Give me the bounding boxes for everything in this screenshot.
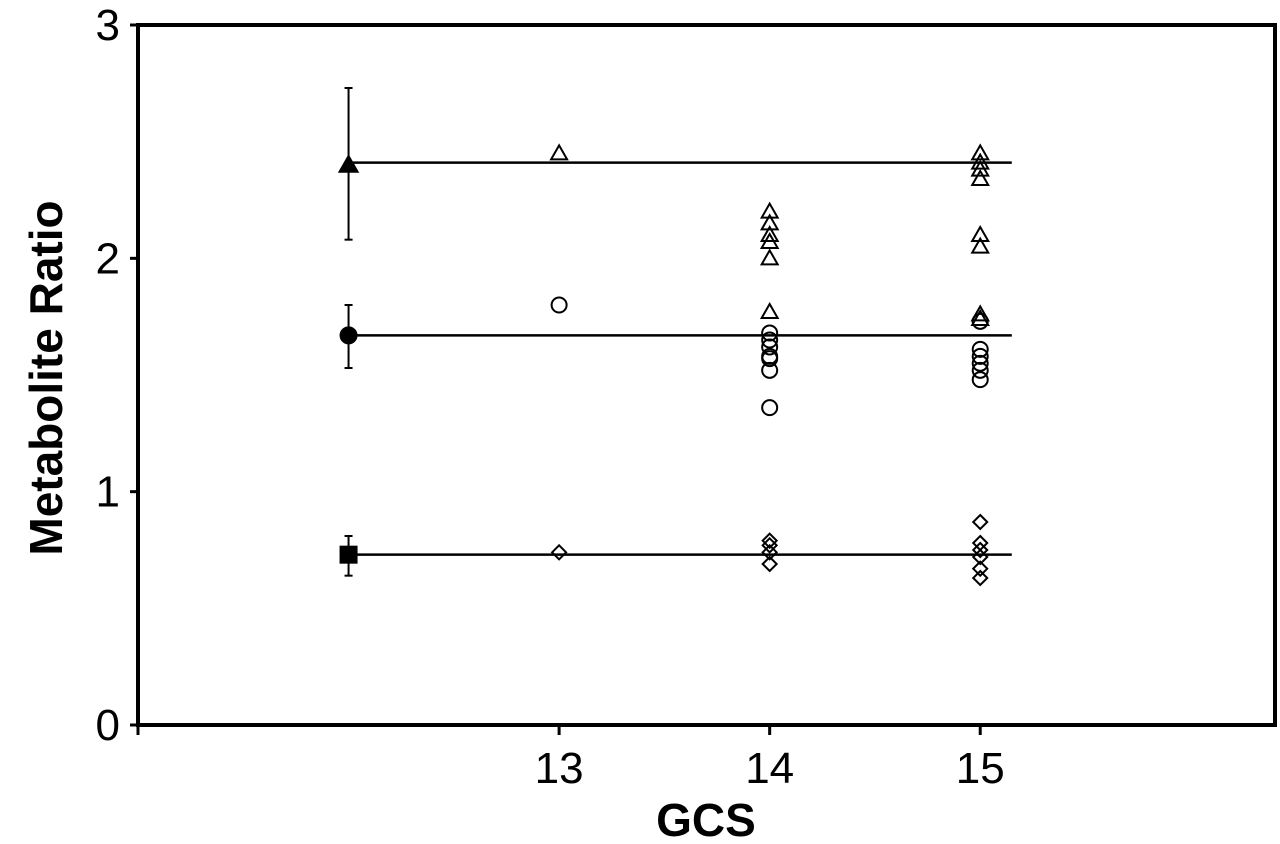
circle-data-point bbox=[971, 312, 989, 330]
diamond-data-point bbox=[971, 513, 989, 531]
square-summary-marker bbox=[339, 545, 358, 564]
triangle-data-point bbox=[549, 143, 569, 161]
circle-data-point bbox=[761, 399, 779, 417]
diamond-data-point bbox=[550, 543, 568, 561]
diamond-data-point bbox=[761, 532, 779, 550]
diamond-data-point bbox=[971, 548, 989, 566]
reference-lines bbox=[348, 161, 1012, 556]
triangle-data-point bbox=[970, 152, 990, 170]
circle-summary-marker bbox=[339, 326, 358, 345]
diamond-data-point bbox=[761, 536, 779, 554]
diamond-data-point bbox=[761, 555, 779, 573]
triangle-data-point bbox=[970, 159, 990, 177]
y-tick-label: 3 bbox=[96, 1, 120, 50]
triangle-data-point bbox=[970, 168, 990, 186]
triangle-data-point bbox=[759, 201, 780, 219]
y-tick-label: 0 bbox=[96, 701, 120, 750]
triangle-summary-marker bbox=[337, 153, 360, 173]
diamond-data-point bbox=[971, 541, 989, 559]
x-axis-title: GCS bbox=[656, 794, 756, 844]
diamond-data-point bbox=[971, 560, 989, 578]
triangle-data-point bbox=[970, 224, 990, 242]
triangle-data-point bbox=[970, 236, 990, 254]
circle-data-point bbox=[971, 371, 989, 389]
circle-data-point bbox=[761, 350, 779, 368]
triangle-data-point bbox=[759, 231, 780, 249]
triangle-data-point bbox=[759, 224, 780, 242]
diamond-data-point bbox=[761, 543, 779, 561]
circle-data-point bbox=[761, 338, 779, 356]
triangle-data-point bbox=[970, 304, 990, 322]
axis-ticks: 0 1 2 3 13 14 15 bbox=[96, 1, 1005, 793]
diamond-data-point bbox=[971, 569, 989, 587]
x-tick-label: 15 bbox=[956, 744, 1005, 793]
x-tick-label: 14 bbox=[745, 744, 794, 793]
y-axis-title: Metabolite Ratio bbox=[20, 200, 72, 555]
triangle-data-point bbox=[970, 308, 990, 326]
y-tick-label: 1 bbox=[96, 468, 120, 517]
circle-data-point bbox=[971, 361, 989, 379]
plot-frame bbox=[136, 23, 1277, 727]
triangle-data-point bbox=[759, 301, 780, 319]
circle-data-point bbox=[971, 354, 989, 372]
y-tick-label: 2 bbox=[96, 234, 120, 283]
triangle-data-point bbox=[970, 143, 990, 161]
triangle-data-point bbox=[759, 213, 780, 231]
circle-data-point bbox=[761, 331, 779, 349]
triangle-data-point bbox=[759, 248, 780, 266]
summary-points bbox=[337, 87, 360, 577]
x-tick-label: 13 bbox=[535, 744, 584, 793]
circle-data-point bbox=[761, 361, 779, 379]
data-points bbox=[549, 143, 990, 587]
circle-data-point bbox=[550, 296, 568, 314]
